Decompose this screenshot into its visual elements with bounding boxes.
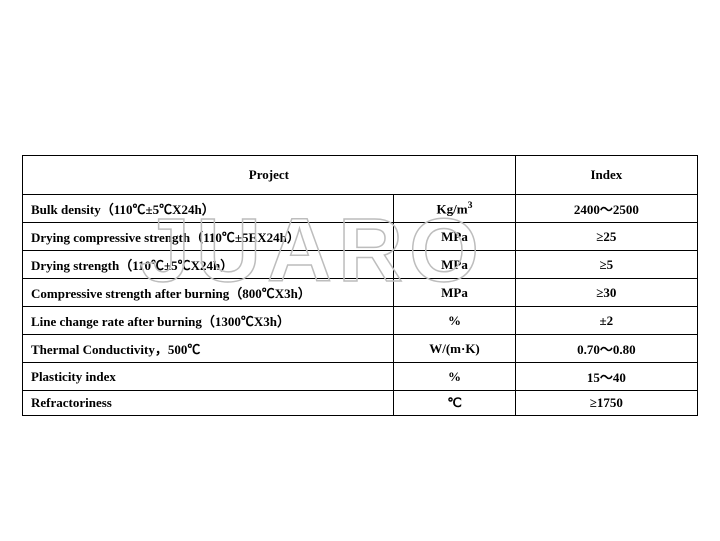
cell-index: 15～40: [515, 363, 697, 391]
cell-index: ±2: [515, 307, 697, 335]
cell-index: 0.70～0.80: [515, 335, 697, 363]
cell-property: Refractoriness: [23, 391, 394, 416]
table-row: Bulk density（110℃±5℃X24h）Kg/m32400～2500: [23, 195, 698, 223]
table-body: Bulk density（110℃±5℃X24h）Kg/m32400～2500D…: [23, 195, 698, 416]
cell-property: Line change rate after burning（1300℃X3h）: [23, 307, 394, 335]
table-row: Drying compressive strength（110℃±5EX24h）…: [23, 223, 698, 251]
cell-index: ≥1750: [515, 391, 697, 416]
cell-property: Plasticity index: [23, 363, 394, 391]
cell-unit: Kg/m3: [394, 195, 516, 223]
cell-unit: ℃: [394, 391, 516, 416]
cell-property: Drying strength（110℃±5℃X24h）: [23, 251, 394, 279]
table-row: Compressive strength after burning（800℃X…: [23, 279, 698, 307]
table-row: Plasticity index%15～40: [23, 363, 698, 391]
cell-index: ≥5: [515, 251, 697, 279]
cell-index: ≥30: [515, 279, 697, 307]
header-project: Project: [23, 156, 516, 195]
spec-table: Project Index Bulk density（110℃±5℃X24h）K…: [22, 155, 698, 416]
cell-unit: W/(m·K): [394, 335, 516, 363]
cell-property: Drying compressive strength（110℃±5EX24h）: [23, 223, 394, 251]
cell-property: Thermal Conductivity，500℃: [23, 335, 394, 363]
table-row: Line change rate after burning（1300℃X3h）…: [23, 307, 698, 335]
header-row: Project Index: [23, 156, 698, 195]
cell-unit: %: [394, 363, 516, 391]
cell-property: Compressive strength after burning（800℃X…: [23, 279, 394, 307]
cell-property: Bulk density（110℃±5℃X24h）: [23, 195, 394, 223]
cell-unit: %: [394, 307, 516, 335]
header-index: Index: [515, 156, 697, 195]
cell-index: ≥25: [515, 223, 697, 251]
table-row: Refractoriness℃≥1750: [23, 391, 698, 416]
table-row: Thermal Conductivity，500℃W/(m·K)0.70～0.8…: [23, 335, 698, 363]
cell-unit: MPa: [394, 223, 516, 251]
cell-index: 2400～2500: [515, 195, 697, 223]
cell-unit: MPa: [394, 279, 516, 307]
table-row: Drying strength（110℃±5℃X24h）MPa≥5: [23, 251, 698, 279]
cell-unit: MPa: [394, 251, 516, 279]
table-container: Project Index Bulk density（110℃±5℃X24h）K…: [22, 155, 698, 416]
